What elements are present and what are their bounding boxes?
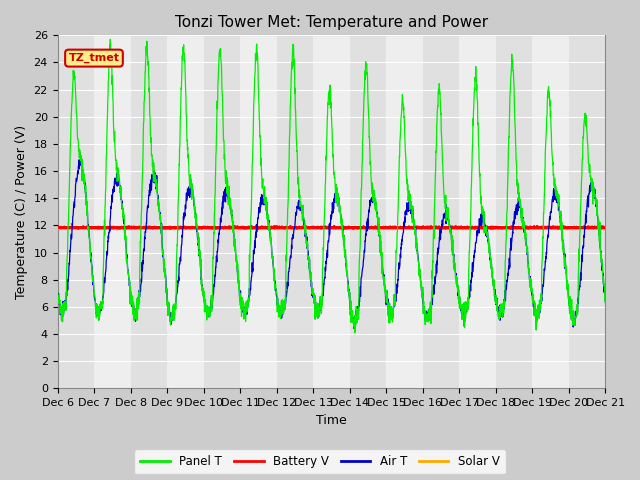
Air T [350,326,358,332]
Panel T [207,308,214,313]
Solar V [492,226,499,232]
Air T [54,289,61,295]
Bar [313,36,349,388]
Title: Tonzi Tower Met: Temperature and Power: Tonzi Tower Met: Temperature and Power [175,15,488,30]
Panel T [351,330,359,336]
Line: Air T: Air T [58,157,605,329]
Bar [423,36,460,388]
X-axis label: Time: Time [316,414,347,427]
Bar [532,36,569,388]
Line: Battery V: Battery V [58,226,605,229]
Text: TZ_tmet: TZ_tmet [68,53,120,63]
Battery V [531,223,538,229]
Air T [360,256,367,262]
Bar [276,36,313,388]
Solar V [433,225,441,230]
Solar V [602,225,609,231]
Air T [602,300,609,305]
Battery V [348,225,355,230]
Bar [131,36,167,388]
Bar [167,36,204,388]
Air T [554,191,561,196]
Solar V [234,227,241,232]
Panel T [106,36,114,42]
Air T [492,292,499,298]
Battery V [569,225,577,230]
Air T [569,320,577,325]
Battery V [207,224,214,230]
Bar [569,36,605,388]
Bar [460,36,496,388]
Panel T [348,317,355,323]
Battery V [266,226,274,232]
Battery V [54,224,61,230]
Legend: Panel T, Battery V, Air T, Solar V: Panel T, Battery V, Air T, Solar V [134,449,506,474]
Battery V [360,224,367,230]
Solar V [569,226,577,231]
Battery V [554,224,561,230]
Y-axis label: Temperature (C) / Power (V): Temperature (C) / Power (V) [15,125,28,299]
Bar [58,36,94,388]
Air T [77,154,84,160]
Bar [349,36,387,388]
Solar V [207,226,214,231]
Bar [204,36,240,388]
Panel T [360,102,367,108]
Battery V [602,225,609,230]
Solar V [360,226,367,231]
Panel T [492,299,499,304]
Bar [496,36,532,388]
Solar V [348,226,355,232]
Line: Solar V: Solar V [58,228,605,229]
Panel T [554,196,561,202]
Bar [94,36,131,388]
Air T [207,303,214,309]
Bar [387,36,423,388]
Battery V [491,225,499,231]
Air T [348,316,355,322]
Solar V [554,226,561,231]
Panel T [54,288,61,294]
Bar [240,36,276,388]
Solar V [54,226,61,231]
Panel T [569,322,577,328]
Panel T [602,291,609,297]
Line: Panel T: Panel T [58,39,605,333]
